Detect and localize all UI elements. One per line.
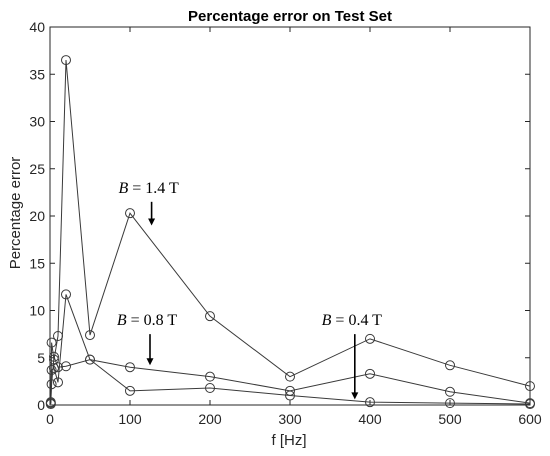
data-point — [53, 377, 63, 388]
data-point — [46, 379, 57, 390]
data-point — [205, 382, 215, 393]
data-point — [445, 398, 455, 409]
y-tick-label: 5 — [37, 350, 45, 366]
y-axis-label: Percentage error — [7, 157, 24, 270]
annotation-label: B = 0.8 T — [117, 312, 178, 329]
data-point — [49, 363, 59, 374]
x-axis-label: f [Hz] — [271, 432, 306, 449]
annotation-value: = 0.8 T — [131, 312, 178, 329]
annotation-value: = 1.4 T — [132, 180, 179, 197]
x-tick-label: 600 — [518, 411, 542, 427]
annotation-variable: B — [118, 180, 132, 197]
data-point — [205, 311, 215, 322]
data-point — [85, 354, 95, 365]
y-tick-label: 0 — [37, 397, 45, 413]
data-point — [61, 55, 71, 66]
annotation-variable: B — [117, 312, 131, 329]
plot-area — [49, 26, 531, 406]
data-point — [125, 208, 135, 219]
data-point — [46, 337, 57, 348]
data-point — [285, 371, 295, 382]
annotation-label: B = 0.4 T — [322, 312, 383, 329]
data-point — [365, 368, 375, 379]
y-tick-label: 35 — [29, 66, 45, 82]
x-tick-label: 100 — [118, 411, 142, 427]
data-point — [125, 385, 135, 396]
data-point — [205, 371, 215, 382]
data-point — [46, 365, 57, 376]
data-point — [525, 399, 535, 410]
annotation-label: B = 1.4 T — [118, 180, 179, 197]
data-point — [365, 397, 375, 408]
annotation: B = 0.4 T — [322, 312, 383, 400]
data-point — [49, 351, 59, 362]
annotation: B = 0.8 T — [117, 312, 178, 366]
arrow-head — [148, 218, 156, 226]
x-tick-label: 500 — [438, 411, 462, 427]
chart-title: Percentage error on Test Set — [188, 8, 392, 25]
annotation-value: = 0.4 T — [335, 312, 382, 329]
y-tick-label: 40 — [29, 19, 45, 35]
data-point — [61, 289, 71, 300]
data-point — [445, 360, 455, 371]
data-point — [125, 362, 135, 373]
arrow-head — [146, 358, 154, 366]
y-tick-label: 25 — [29, 161, 45, 177]
data-point — [53, 362, 63, 373]
x-tick-label: 200 — [198, 411, 222, 427]
x-tick-label: 0 — [46, 411, 54, 427]
x-tick-label: 400 — [358, 411, 382, 427]
data-point — [85, 330, 95, 341]
y-tick-label: 15 — [29, 255, 45, 271]
x-tick-label: 300 — [278, 411, 302, 427]
data-point — [445, 386, 455, 397]
plot-frame — [49, 26, 531, 406]
y-tick-label: 20 — [29, 208, 45, 224]
data-point — [61, 361, 71, 372]
data-point — [525, 381, 535, 392]
data-point — [365, 333, 375, 344]
annotation: B = 1.4 T — [118, 180, 179, 226]
data-point — [285, 390, 295, 401]
y-tick-label: 30 — [29, 114, 45, 130]
series-3 — [45, 351, 535, 410]
y-tick-label: 10 — [29, 303, 45, 319]
data-point — [45, 399, 56, 410]
annotation-variable: B — [322, 312, 336, 329]
arrow-head — [351, 392, 359, 400]
axis-ticks: 0 100 200 300 400 500 600 0 5 10 15 20 25 30 35 40 — [29, 19, 541, 427]
series-group — [45, 55, 535, 410]
